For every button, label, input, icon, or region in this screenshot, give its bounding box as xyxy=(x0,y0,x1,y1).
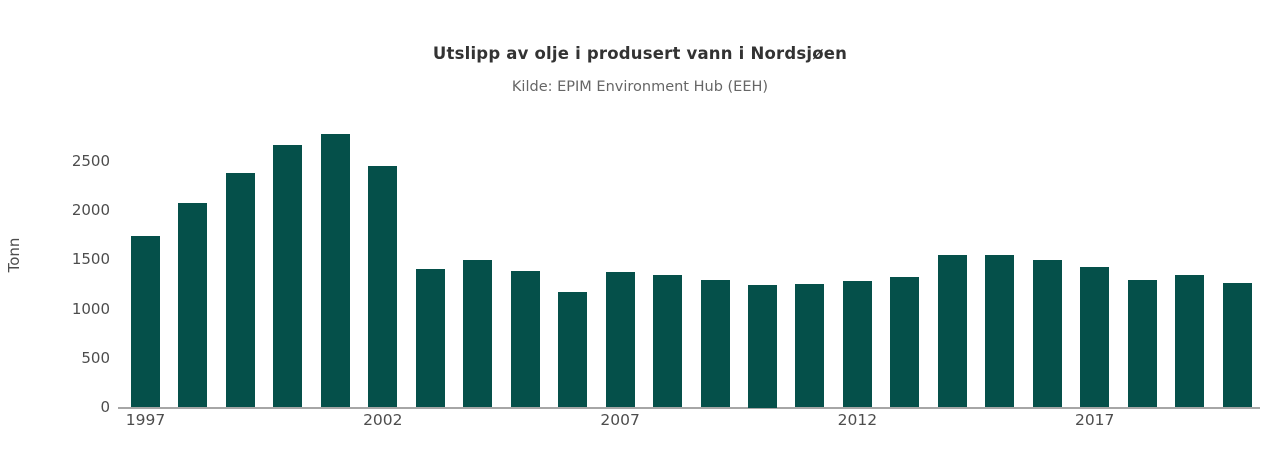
bar-1999 xyxy=(225,173,255,408)
y-tick-500: 500 xyxy=(81,348,110,367)
bar-2000 xyxy=(273,144,303,408)
x-tick-2007: 2007 xyxy=(600,411,640,429)
bar-2017 xyxy=(1080,266,1110,408)
bar-2016 xyxy=(1032,259,1062,408)
bar-2012 xyxy=(842,280,872,408)
x-axis-line xyxy=(118,407,1260,409)
x-tick-1997: 1997 xyxy=(125,411,166,429)
bar-2011 xyxy=(795,283,825,408)
bar-2001 xyxy=(320,133,350,408)
x-tick-2017: 2017 xyxy=(1074,411,1115,429)
y-tick-0: 0 xyxy=(100,398,110,416)
chart-title: Utslipp av olje i produsert vann i Nords… xyxy=(432,44,848,63)
y-tick-2000: 2000 xyxy=(71,201,110,220)
x-tick-2012: 2012 xyxy=(837,411,878,429)
bar-2013 xyxy=(890,276,920,408)
y-tick-1500: 1500 xyxy=(71,250,110,269)
bar-1998 xyxy=(178,202,208,408)
x-tick-2002: 2002 xyxy=(363,411,403,429)
bar-2015 xyxy=(985,254,1015,408)
y-tick-1000: 1000 xyxy=(71,299,110,318)
y-tick-2500: 2500 xyxy=(71,152,110,170)
bar-2004 xyxy=(463,259,493,408)
bar-2008 xyxy=(653,274,683,408)
bar-2020 xyxy=(1222,282,1252,408)
bar-2003 xyxy=(415,268,445,408)
chart-subtitle: Kilde: EPIM Environment Hub (EEH) xyxy=(511,79,769,95)
bar-2007 xyxy=(605,271,635,408)
bar-2018 xyxy=(1127,279,1157,408)
bar-2014 xyxy=(937,255,967,408)
bar-2010 xyxy=(747,284,777,408)
bar-2005 xyxy=(510,270,540,408)
bar-2002 xyxy=(368,166,398,408)
bar-2009 xyxy=(700,279,730,408)
bar-2019 xyxy=(1175,274,1205,408)
bar-1997 xyxy=(131,236,160,408)
bar-2006 xyxy=(558,292,588,408)
